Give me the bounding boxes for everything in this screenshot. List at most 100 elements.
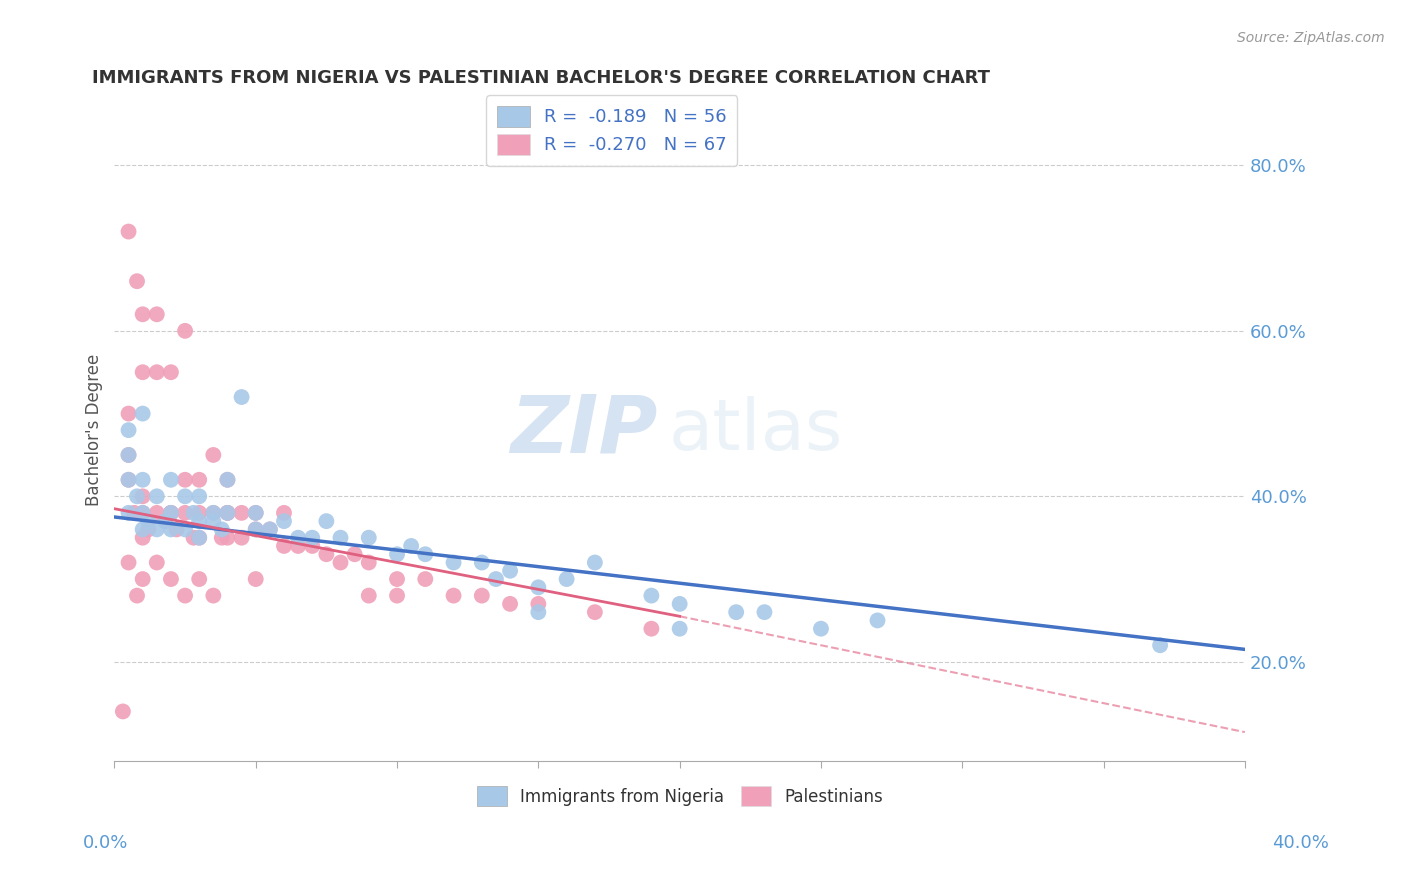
Point <box>329 531 352 545</box>
Point <box>131 407 153 421</box>
Point <box>499 564 522 578</box>
Point <box>810 622 832 636</box>
Point <box>385 547 408 561</box>
Point <box>583 605 606 619</box>
Point <box>413 572 436 586</box>
Point <box>174 324 197 338</box>
Point <box>117 225 139 239</box>
Point <box>117 448 139 462</box>
Point <box>301 531 323 545</box>
Point <box>343 547 366 561</box>
Point <box>357 589 380 603</box>
Point <box>125 274 148 288</box>
Point <box>188 506 211 520</box>
Text: ZIP: ZIP <box>509 391 657 469</box>
Point <box>217 473 239 487</box>
Text: Source: ZipAtlas.com: Source: ZipAtlas.com <box>1237 31 1385 45</box>
Text: 0.0%: 0.0% <box>83 834 128 852</box>
Text: IMMIGRANTS FROM NIGERIA VS PALESTINIAN BACHELOR'S DEGREE CORRELATION CHART: IMMIGRANTS FROM NIGERIA VS PALESTINIAN B… <box>91 69 990 87</box>
Point <box>202 514 225 528</box>
Point <box>315 547 337 561</box>
Point <box>160 523 183 537</box>
Point <box>217 473 239 487</box>
Point <box>211 523 233 537</box>
Point <box>640 622 662 636</box>
Point <box>131 523 153 537</box>
Point <box>122 506 145 520</box>
Point <box>188 572 211 586</box>
Point <box>273 506 295 520</box>
Point <box>329 556 352 570</box>
Point <box>413 547 436 561</box>
Point <box>117 473 139 487</box>
Point <box>174 473 197 487</box>
Point <box>146 506 169 520</box>
Point <box>155 514 177 528</box>
Point <box>385 572 408 586</box>
Point <box>117 448 139 462</box>
Point <box>231 506 253 520</box>
Point <box>131 506 153 520</box>
Point <box>245 506 267 520</box>
Point <box>245 506 267 520</box>
Point <box>471 556 494 570</box>
Point <box>217 506 239 520</box>
Point <box>131 572 153 586</box>
Point <box>155 514 177 528</box>
Point <box>188 489 211 503</box>
Point <box>131 531 153 545</box>
Point <box>583 556 606 570</box>
Point <box>217 506 239 520</box>
Point <box>166 523 188 537</box>
Point <box>117 407 139 421</box>
Point <box>443 589 465 603</box>
Point <box>174 489 197 503</box>
Point <box>117 506 139 520</box>
Point <box>146 307 169 321</box>
Point <box>131 365 153 379</box>
Point <box>146 556 169 570</box>
Point <box>245 523 267 537</box>
Point <box>160 572 183 586</box>
Point <box>160 365 183 379</box>
Point <box>287 539 309 553</box>
Point <box>245 572 267 586</box>
Point <box>160 506 183 520</box>
Point <box>188 531 211 545</box>
Point <box>527 605 550 619</box>
Point <box>136 523 159 537</box>
Point <box>866 614 889 628</box>
Point <box>131 473 153 487</box>
Point <box>357 531 380 545</box>
Point <box>131 489 153 503</box>
Legend: Immigrants from Nigeria, Palestinians: Immigrants from Nigeria, Palestinians <box>470 780 890 813</box>
Point <box>125 489 148 503</box>
Point <box>231 390 253 404</box>
Point <box>217 531 239 545</box>
Point <box>231 531 253 545</box>
Point <box>754 605 776 619</box>
Point <box>125 589 148 603</box>
Point <box>188 473 211 487</box>
Point <box>183 531 205 545</box>
Point <box>668 597 690 611</box>
Point <box>117 473 139 487</box>
Point <box>146 489 169 503</box>
Point <box>211 531 233 545</box>
Point <box>385 589 408 603</box>
Point <box>259 523 281 537</box>
Point <box>183 506 205 520</box>
Point <box>527 597 550 611</box>
Point <box>217 506 239 520</box>
Text: atlas: atlas <box>668 396 842 465</box>
Point <box>1149 638 1171 652</box>
Point <box>188 531 211 545</box>
Point <box>287 531 309 545</box>
Point <box>273 539 295 553</box>
Point <box>725 605 748 619</box>
Point <box>117 423 139 437</box>
Point <box>485 572 508 586</box>
Point <box>146 523 169 537</box>
Y-axis label: Bachelor's Degree: Bachelor's Degree <box>86 354 103 507</box>
Point <box>174 523 197 537</box>
